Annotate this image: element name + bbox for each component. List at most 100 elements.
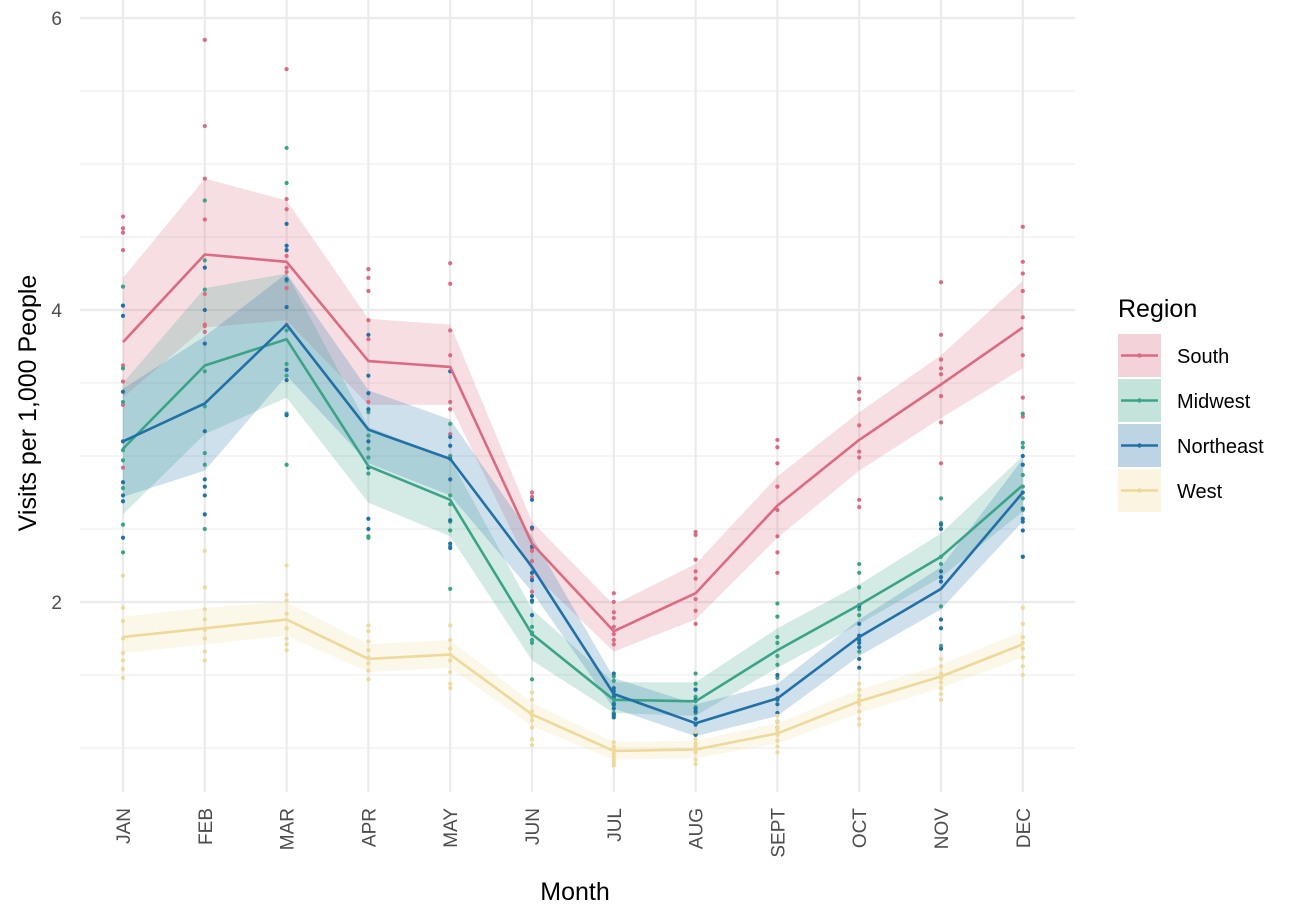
point-northeast (938, 526, 944, 532)
point-south (938, 366, 944, 371)
point-west (202, 617, 207, 622)
point-northeast (857, 645, 862, 650)
point-midwest (775, 675, 780, 681)
point-south (693, 557, 698, 562)
point-west (775, 725, 780, 730)
point-south (611, 624, 616, 629)
point-south (284, 286, 289, 291)
x-tick-label: NOV (932, 808, 953, 850)
point-northeast (120, 493, 126, 498)
point-west (1020, 664, 1025, 669)
point-midwest (284, 145, 289, 151)
point-west (448, 637, 453, 643)
point-west (611, 751, 616, 756)
point-northeast (1020, 519, 1025, 524)
point-northeast (938, 575, 944, 580)
point-west (938, 686, 944, 691)
point-midwest (120, 486, 126, 491)
point-northeast (775, 710, 780, 716)
point-south (448, 261, 453, 266)
point-northeast (366, 391, 371, 396)
point-northeast (120, 499, 126, 504)
point-west (529, 697, 535, 702)
point-west (693, 761, 698, 767)
point-west (529, 737, 535, 742)
point-south (448, 328, 453, 333)
point-south (611, 599, 616, 605)
point-west (1020, 646, 1025, 651)
point-northeast (775, 702, 780, 707)
point-midwest (857, 607, 862, 612)
point-south (529, 490, 535, 495)
point-northeast (202, 429, 207, 434)
point-south (938, 332, 944, 337)
point-west (529, 690, 535, 695)
point-northeast (202, 493, 207, 498)
point-south (202, 123, 207, 129)
point-northeast (938, 569, 944, 574)
point-west (284, 611, 289, 616)
point-south (120, 230, 126, 235)
point-south (120, 402, 126, 407)
point-northeast (857, 621, 862, 627)
point-south (529, 548, 535, 554)
point-south (775, 484, 780, 489)
point-midwest (1020, 445, 1025, 450)
point-south (611, 632, 616, 637)
point-midwest (857, 613, 862, 618)
point-south (938, 461, 944, 466)
point-northeast (693, 709, 698, 714)
point-northeast (611, 706, 616, 711)
point-south (693, 576, 698, 581)
point-west (693, 757, 698, 762)
x-tick-label: JUN (523, 808, 544, 845)
line-midwest (122, 337, 1024, 703)
point-west (693, 750, 698, 755)
point-west (775, 719, 780, 724)
band-south (123, 178, 1023, 652)
point-midwest (120, 399, 126, 405)
point-south (857, 455, 862, 460)
point-west (611, 760, 616, 765)
point-northeast (938, 646, 944, 651)
point-south (120, 363, 126, 368)
point-west (284, 636, 289, 641)
point-northeast (202, 341, 207, 346)
point-midwest (693, 671, 698, 676)
point-south (120, 226, 126, 231)
point-south (366, 275, 371, 280)
x-tick-label: APR (359, 808, 380, 847)
x-tick-label: JUL (605, 808, 626, 842)
x-axis-ticks: JAN FEB MAR APR MAY JUN JUL AUG SEPT OCT NOV DEC (114, 808, 1035, 858)
point-south (1020, 315, 1025, 320)
point-south (938, 372, 944, 377)
point-west (1020, 605, 1025, 610)
y-tick-label: 2 (51, 593, 62, 614)
data-points (120, 37, 1025, 768)
point-south (366, 318, 371, 323)
point-south (857, 449, 862, 454)
point-south (529, 494, 535, 499)
legend-item-northeast: Northeast (1118, 424, 1264, 467)
point-midwest (857, 570, 862, 575)
point-west (366, 629, 371, 634)
point-northeast (284, 243, 289, 248)
confidence-bands (123, 178, 1023, 760)
point-west (1020, 672, 1025, 678)
point-west (202, 636, 207, 641)
point-south (775, 570, 780, 575)
point-midwest (693, 694, 698, 700)
point-west (366, 648, 371, 653)
point-west (284, 598, 289, 603)
point-northeast (448, 477, 453, 482)
point-midwest (857, 585, 862, 590)
point-south (857, 497, 862, 502)
point-northeast (857, 640, 862, 645)
point-northeast (448, 545, 453, 551)
point-south (1020, 353, 1025, 358)
point-northeast (284, 221, 289, 226)
point-northeast (366, 373, 371, 378)
point-west (366, 677, 371, 682)
point-midwest (938, 496, 944, 501)
point-west (938, 656, 944, 662)
